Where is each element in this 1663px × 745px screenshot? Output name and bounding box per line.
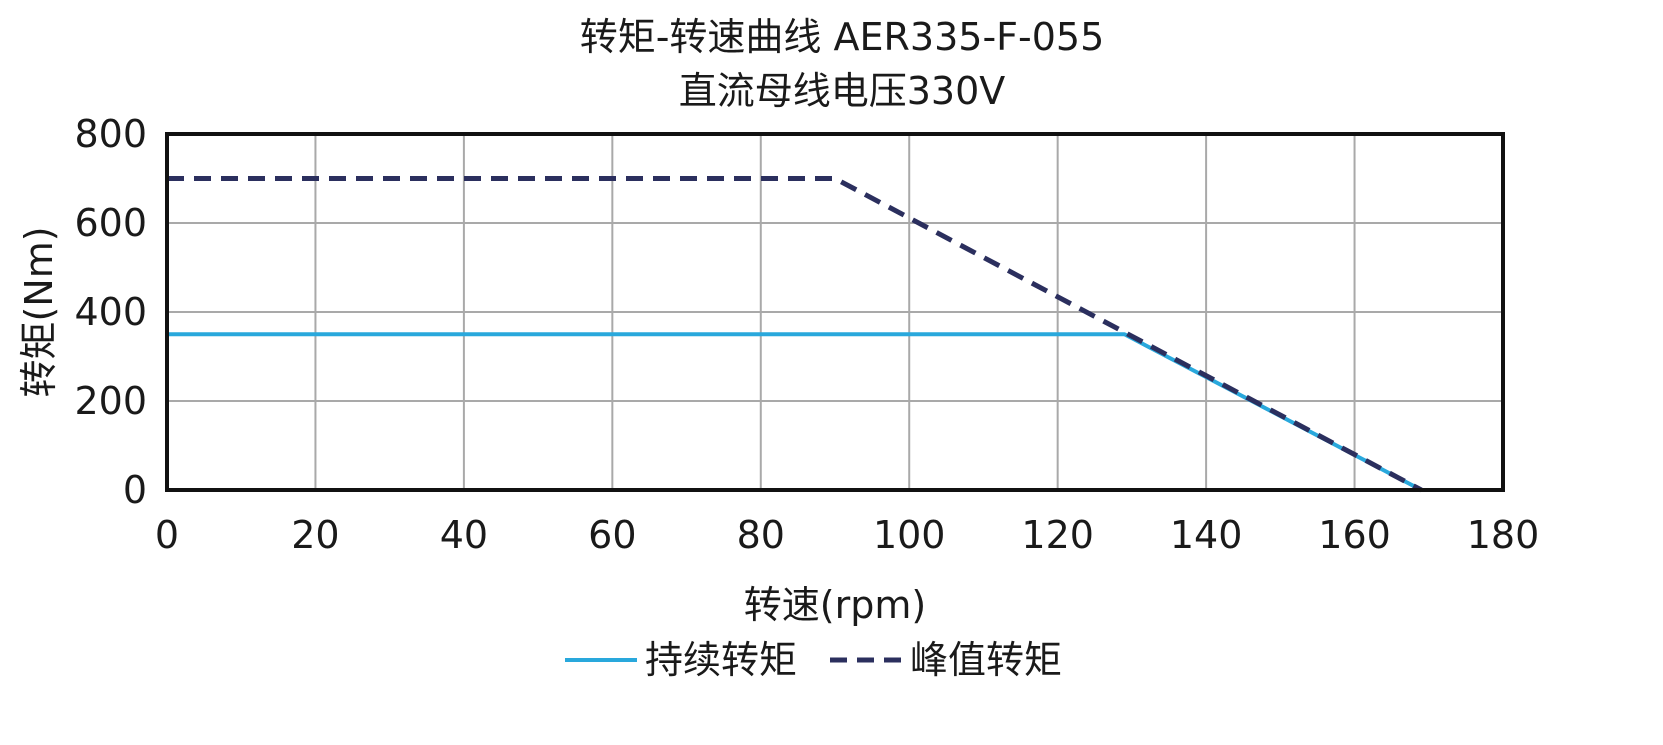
x-tick-label: 160 [1318, 513, 1391, 557]
x-tick-label: 180 [1467, 513, 1540, 557]
y-tick-label: 800 [74, 112, 147, 156]
x-tick-label: 40 [440, 513, 488, 557]
x-tick-label: 140 [1170, 513, 1243, 557]
plot-frame [165, 132, 1505, 492]
x-tick-label: 100 [873, 513, 946, 557]
x-tick-label: 20 [291, 513, 339, 557]
y-tick-labels: 0 200 400 600 800 [74, 112, 147, 512]
y-tick-label: 200 [74, 379, 147, 423]
y-tick-label: 600 [74, 201, 147, 245]
legend: 持续转矩 峰值转矩 [565, 638, 1062, 682]
chart-subtitle: 直流母线电压330V [679, 69, 1006, 113]
chart-title: 转矩-转速曲线 AER335-F-055 [580, 15, 1105, 59]
continuous-torque-line [167, 332, 1423, 492]
legend-label-continuous: 持续转矩 [645, 638, 797, 682]
series-layer [167, 176, 1423, 493]
peak-torque-line [167, 176, 1423, 493]
x-tick-label: 60 [588, 513, 636, 557]
x-tick-label: 0 [155, 513, 179, 557]
y-tick-label: 0 [123, 468, 147, 512]
grid-lines [166, 133, 1504, 491]
y-axis-label: 转矩(Nm) [17, 226, 61, 397]
x-axis-label: 转速(rpm) [744, 583, 926, 627]
y-tick-label: 400 [74, 290, 147, 334]
x-tick-label: 120 [1021, 513, 1094, 557]
x-tick-labels: 0 20 40 60 80 100 120 140 160 180 [155, 513, 1539, 557]
legend-label-peak: 峰值转矩 [910, 638, 1062, 682]
x-tick-label: 80 [737, 513, 785, 557]
